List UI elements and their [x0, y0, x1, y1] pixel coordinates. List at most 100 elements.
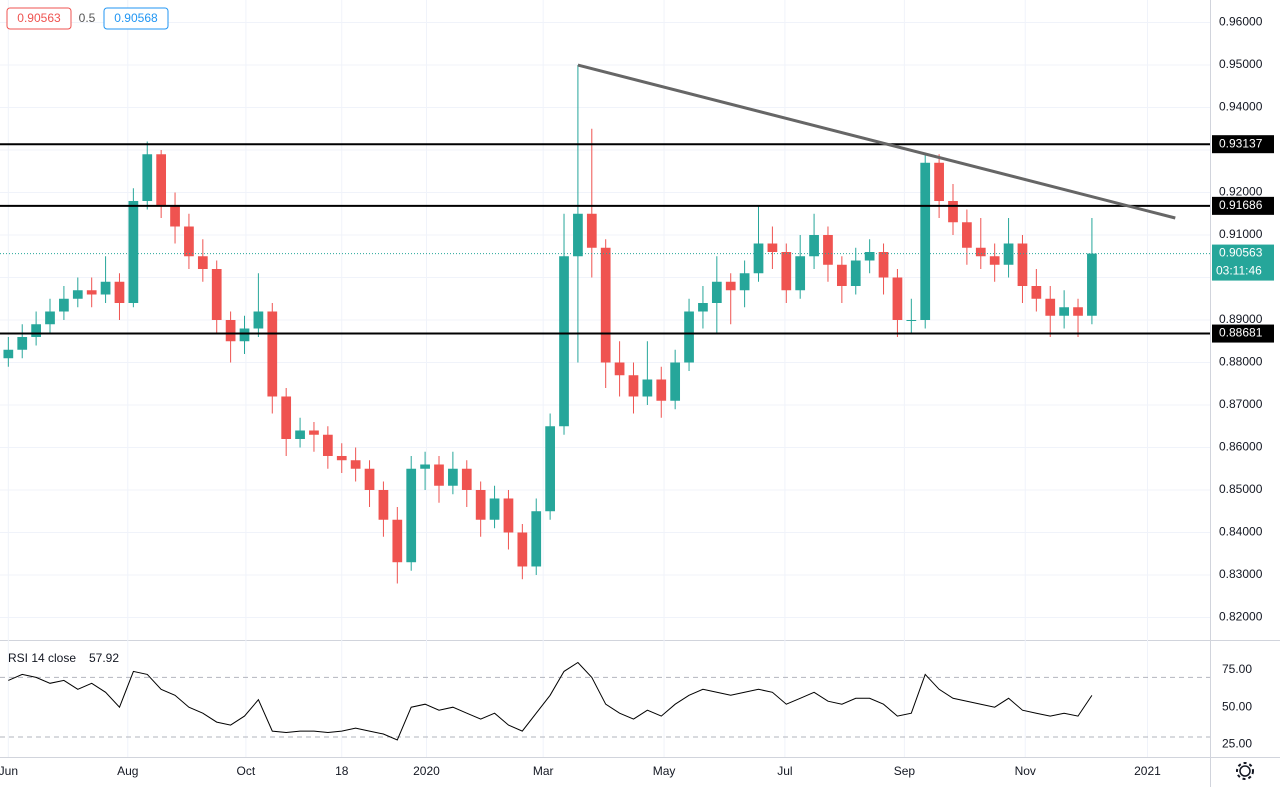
rsi-title: RSI 14 close — [8, 651, 76, 665]
x-tick-label: Jun — [0, 764, 18, 778]
candle-body — [114, 281, 125, 304]
candle-body — [864, 252, 875, 261]
candle-body — [420, 464, 430, 469]
overlay: 0.93137 0.91686 0.88681 0.90563 03:11:46 57.9… — [0, 63, 1274, 741]
level-label: 0.88681 — [1219, 326, 1263, 340]
candle-body — [503, 498, 514, 533]
candle-body — [517, 532, 528, 567]
y-tick-label: 0.94000 — [1219, 100, 1263, 114]
x-tick-label: 2020 — [413, 764, 440, 778]
candle-body — [295, 430, 305, 439]
candle-body — [725, 281, 736, 291]
ask: 0.90568 — [114, 11, 158, 25]
x-tick-label: Mar — [533, 764, 554, 778]
level-label: 0.93137 — [1219, 136, 1263, 150]
candle-body — [1059, 307, 1069, 316]
candle-body — [142, 154, 153, 202]
rsi-tick-label: 25.00 — [1222, 737, 1252, 751]
y-tick-label: 0.84000 — [1219, 525, 1263, 539]
candle-body — [392, 519, 403, 563]
price-tag — [1212, 244, 1274, 281]
x-tick-label: Oct — [237, 764, 256, 778]
candle-body — [434, 464, 444, 486]
y-tick-label: 0.83000 — [1219, 567, 1263, 581]
candle-body — [3, 349, 14, 359]
grid: 0.82000 0.83000 0.84000 0.85000 0.86000 0.870… — [0, 0, 1263, 778]
candle-body — [100, 281, 111, 295]
candle-body — [267, 311, 278, 397]
candle-body — [86, 290, 97, 295]
x-tick-label: Aug — [117, 764, 138, 778]
ask-box[interactable] — [103, 7, 169, 30]
candle-body — [600, 247, 611, 363]
candle-body — [1087, 253, 1097, 316]
candle-body — [698, 303, 708, 312]
candle-body — [545, 426, 555, 512]
candle-body — [72, 290, 83, 299]
candle-body — [948, 201, 958, 223]
candle-body — [211, 269, 222, 320]
x-tick-label: Jul — [777, 764, 792, 778]
x-tick-label: 18 — [335, 764, 349, 778]
candle-body — [850, 260, 861, 287]
bid-box[interactable] — [6, 7, 72, 30]
candle-body — [836, 264, 847, 287]
level-tag — [1212, 196, 1274, 215]
candle-body — [364, 468, 375, 490]
x-tick-label: Sep — [894, 764, 916, 778]
candle-body — [239, 328, 250, 342]
candle-body — [378, 489, 389, 520]
candle-body — [322, 434, 333, 456]
price-label: 0.90563 — [1219, 246, 1263, 260]
level-tag — [1212, 324, 1274, 343]
candle-body — [656, 379, 667, 401]
candle-body — [461, 468, 472, 490]
candle-body — [197, 256, 208, 270]
candle-body — [628, 375, 639, 397]
candle-body — [31, 324, 41, 337]
candle-body — [156, 154, 167, 206]
candle-body — [753, 243, 764, 274]
candle-body — [170, 205, 180, 227]
rsi-value: 57.92 — [89, 651, 119, 665]
trendline — [577, 63, 1176, 220]
candle-body — [962, 222, 972, 248]
candle-body — [1073, 307, 1083, 316]
x-tick-label: 2021 — [1134, 764, 1161, 778]
candle-body — [336, 455, 347, 461]
candle-body — [809, 235, 819, 257]
rsi-tick-label: 75.00 — [1222, 662, 1252, 676]
rsi-tick-label: 50.00 — [1222, 699, 1252, 713]
level-label: 0.91686 — [1219, 198, 1263, 212]
candle-body — [1031, 286, 1042, 299]
candle-body — [45, 311, 55, 325]
y-tick-label: 0.89000 — [1219, 312, 1263, 326]
candle-body — [406, 468, 417, 563]
candle-body — [767, 243, 778, 253]
candle-body — [225, 320, 236, 342]
spread: 0.5 — [79, 11, 96, 25]
candle-body — [309, 430, 319, 435]
y-tick-label: 0.96000 — [1219, 15, 1263, 29]
candle-body — [59, 298, 69, 312]
candle-body — [448, 468, 458, 486]
candle-body — [475, 489, 486, 520]
candle-body — [573, 213, 583, 257]
candle-body — [795, 256, 806, 291]
candle-body — [642, 379, 653, 397]
y-tick-label: 0.91000 — [1219, 227, 1263, 241]
candle-body — [128, 201, 139, 304]
y-tick-label: 0.86000 — [1219, 440, 1263, 454]
candle-body — [17, 336, 28, 350]
candle-body — [614, 362, 625, 376]
y-tick-label: 0.92000 — [1219, 185, 1263, 199]
gear-icon[interactable] — [1236, 762, 1254, 780]
candle-body — [739, 273, 750, 291]
candle-body — [781, 252, 792, 291]
candle-body — [670, 362, 681, 401]
candle-body — [559, 256, 569, 427]
y-tick-label: 0.88000 — [1219, 355, 1263, 369]
